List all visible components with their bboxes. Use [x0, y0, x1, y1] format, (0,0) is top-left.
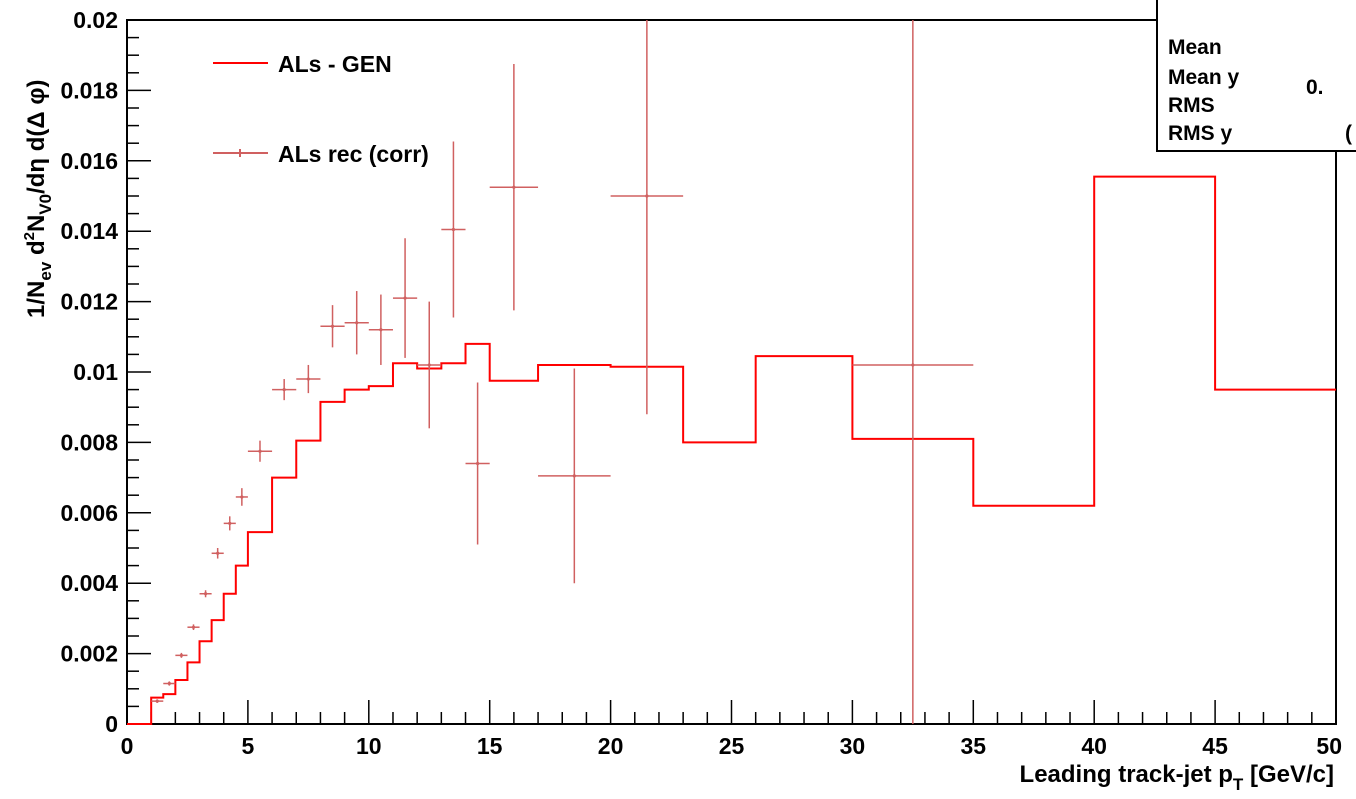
x-axis-title-main: Leading track-jet p [1020, 761, 1233, 788]
stats-value-mean-y: 0. [1306, 76, 1324, 99]
stats-box: Mean Mean y 0. RMS RMS y ( [1156, 0, 1356, 152]
rec-marker [167, 681, 171, 686]
rec-marker [355, 321, 359, 325]
rec-data-point [272, 379, 297, 401]
rec-marker [216, 551, 220, 555]
rec-data-point [368, 294, 393, 365]
rec-data-point [489, 64, 539, 311]
rec-marker [203, 592, 208, 596]
x-tick-label: 50 [1316, 733, 1342, 759]
rec-marker [258, 449, 262, 453]
x-tick-label: 5 [242, 733, 255, 759]
rec-data-point [392, 238, 418, 358]
rec-marker [379, 328, 383, 332]
x-axis-title-sub: T [1233, 775, 1244, 794]
stats-label-rms: RMS [1168, 94, 1215, 117]
rec-marker [403, 296, 407, 300]
rec-data-point [223, 516, 236, 531]
x-tick-label: 20 [598, 733, 624, 759]
rec-marker [572, 474, 576, 478]
rec-data-point [296, 364, 321, 394]
y-tick-label: 0.012 [60, 289, 118, 315]
y-tick-label: 0.006 [60, 500, 118, 526]
rec-data-point [538, 368, 611, 584]
stats-box-frame [1156, 0, 1356, 152]
rec-data-point [441, 141, 466, 318]
y-tick-label: 0.008 [60, 429, 118, 455]
rec-marker [427, 363, 431, 367]
legend-rec-label: ALs rec (corr) [278, 141, 429, 167]
x-tick-label: 45 [1202, 733, 1228, 759]
rec-marker [240, 495, 244, 499]
y-tick-label: 0.002 [60, 641, 118, 667]
rec-data-point [247, 440, 273, 462]
rec-data-point [187, 624, 200, 631]
rec-data-point [199, 590, 212, 598]
rec-data-point [235, 488, 248, 506]
rec-marker [911, 363, 915, 367]
rec-data-point [320, 305, 345, 348]
rec-marker [512, 185, 516, 189]
legend-gen-label: ALs - GEN [278, 51, 392, 77]
rec-data-point [417, 301, 442, 429]
rec-data-point [344, 291, 369, 355]
rec-data-point [852, 20, 974, 724]
y-tick-label: 0.018 [60, 77, 118, 103]
rec-marker [306, 377, 310, 381]
y-axis: 0 0.002 0.004 0.006 0.008 0.01 0.012 0.014 0.016… [60, 7, 151, 737]
x-tick-label: 25 [719, 733, 745, 759]
rec-data-point [163, 681, 176, 686]
x-axis: 0 5 10 15 20 25 30 35 40 45 50 [121, 700, 1342, 759]
rec-marker [282, 388, 286, 392]
y-tick-label: 0.01 [73, 359, 118, 385]
y-tick-label: 0.014 [60, 218, 118, 244]
x-tick-label: 40 [1081, 733, 1107, 759]
x-tick-label: 35 [961, 733, 987, 759]
y-tick-label: 0.004 [60, 570, 118, 596]
rec-marker [228, 521, 232, 525]
rec-data-point [175, 652, 188, 658]
stats-label-rms-y: RMS y [1168, 122, 1233, 145]
rec-marker [191, 625, 196, 629]
legend: ALs - GEN ALs rec (corr) [213, 51, 429, 167]
rec-data-point [465, 382, 490, 545]
y-tick-label: 0 [105, 711, 118, 737]
x-tick-label: 15 [477, 733, 503, 759]
rec-marker [179, 653, 184, 657]
rec-data-point [211, 548, 224, 559]
rec-marker [451, 227, 456, 232]
y-tick-label: 0.016 [60, 148, 118, 174]
rec-data-point [610, 20, 684, 415]
stats-label-mean-y: Mean y [1168, 66, 1240, 89]
x-tick-label: 10 [356, 733, 382, 759]
rec-marker [155, 699, 159, 703]
stats-label-mean: Mean [1168, 36, 1222, 59]
y-axis-title: 1/Nev d2NV0/dη d(Δ φ) [21, 80, 55, 318]
rec-errorbars [151, 20, 974, 724]
rec-marker [330, 324, 335, 328]
x-tick-label: 30 [840, 733, 866, 759]
rec-marker [476, 461, 480, 466]
rec-marker [645, 194, 649, 198]
x-tick-label: 0 [121, 733, 134, 759]
y-tick-label: 0.02 [73, 7, 118, 33]
x-axis-title: Leading track-jet pT [GeV/c] [1020, 761, 1334, 794]
x-axis-title-unit: [GeV/c] [1243, 761, 1334, 788]
gen-histogram-line [127, 175, 1336, 725]
gen-histogram [127, 175, 1336, 725]
rec-data-point [151, 699, 164, 703]
stats-value-rms-y: ( [1345, 122, 1352, 145]
